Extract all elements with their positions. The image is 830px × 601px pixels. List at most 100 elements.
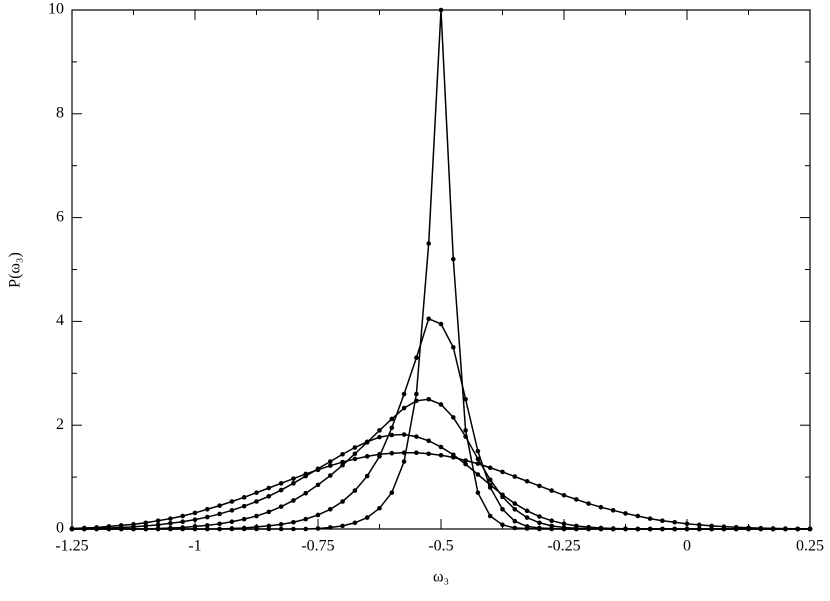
data-point (291, 481, 296, 486)
data-point (180, 513, 185, 519)
data-point (463, 428, 468, 433)
data-point (155, 522, 161, 528)
data-point (500, 506, 505, 512)
data-point (451, 455, 456, 460)
series-line (72, 317, 810, 530)
data-point (414, 355, 419, 361)
plot-frame (71, 9, 811, 530)
data-point (561, 521, 567, 527)
data-point (254, 524, 259, 530)
y-tick-label: 6 (56, 208, 64, 225)
data-point (721, 524, 727, 529)
data-point (426, 438, 432, 444)
data-point (524, 508, 530, 514)
data-point (205, 523, 210, 528)
data-point (266, 509, 272, 515)
data-point (463, 458, 468, 463)
data-point (438, 444, 444, 450)
data-point (389, 490, 395, 495)
data-point (451, 256, 456, 262)
data-point (254, 490, 259, 495)
data-point (205, 506, 210, 512)
data-point (352, 445, 358, 450)
data-point (229, 499, 235, 504)
y-tick-label: 2 (56, 416, 64, 433)
data-point (537, 520, 542, 526)
data-point (389, 416, 395, 422)
data-point (758, 525, 764, 531)
series-line (72, 9, 810, 530)
y-tick-label: 4 (56, 312, 64, 329)
x-tick-label: -0.75 (301, 538, 334, 555)
data-point (389, 432, 395, 438)
data-point (303, 526, 309, 532)
data-point (217, 526, 222, 532)
data-point (401, 432, 407, 437)
data-point (352, 451, 358, 457)
data-point (623, 511, 628, 516)
data-point (438, 402, 444, 407)
data-point (328, 525, 333, 530)
x-tick-label: -0.25 (547, 538, 580, 555)
data-point (401, 459, 407, 464)
data-point (512, 525, 518, 531)
data-point (574, 497, 579, 502)
data-point (303, 471, 309, 477)
data-point (549, 488, 554, 493)
y-tick-label: 8 (56, 104, 64, 121)
data-point (475, 490, 481, 495)
data-point (377, 505, 382, 511)
data-point (463, 434, 468, 439)
data-point (315, 482, 321, 488)
y-tick-label: 0 (56, 520, 64, 537)
data-point (155, 526, 161, 531)
data-point (217, 503, 222, 508)
data-point (254, 513, 259, 519)
data-point (487, 482, 493, 488)
data-point (795, 526, 800, 532)
data-point (438, 321, 444, 327)
x-tick-label: -1.25 (55, 538, 88, 555)
data-point (610, 508, 616, 513)
data-point (537, 525, 542, 531)
data-point (475, 448, 481, 454)
data-point (451, 415, 456, 420)
data-point (746, 525, 751, 531)
data-point (524, 524, 530, 529)
data-point (807, 526, 813, 532)
data-point (168, 516, 173, 521)
data-point (328, 463, 333, 468)
data-point (783, 526, 788, 531)
data-point (328, 473, 333, 478)
data-point (438, 453, 444, 458)
data-point (475, 472, 481, 477)
data-point (278, 522, 284, 527)
data-point (364, 515, 370, 520)
data-point (426, 316, 432, 322)
data-point (426, 396, 432, 402)
data-point (291, 476, 296, 481)
data-point (463, 461, 468, 467)
data-point (168, 520, 173, 526)
data-point (229, 526, 235, 531)
data-point (315, 526, 321, 531)
data-point (426, 241, 432, 246)
data-point (180, 519, 185, 525)
data-point (635, 526, 641, 532)
data-point (340, 451, 345, 457)
data-point (733, 524, 739, 530)
y-tick-label: 10 (48, 1, 64, 18)
data-point (660, 526, 665, 532)
data-point (143, 520, 149, 526)
data-point (192, 510, 198, 516)
data-point (352, 520, 358, 526)
data-point (512, 506, 518, 512)
data-point (586, 524, 591, 530)
data-point (364, 473, 370, 479)
data-point (770, 526, 776, 531)
data-point (524, 515, 530, 520)
data-point (475, 461, 481, 466)
data-point (192, 517, 198, 522)
data-point (266, 523, 272, 529)
data-point (205, 514, 210, 520)
